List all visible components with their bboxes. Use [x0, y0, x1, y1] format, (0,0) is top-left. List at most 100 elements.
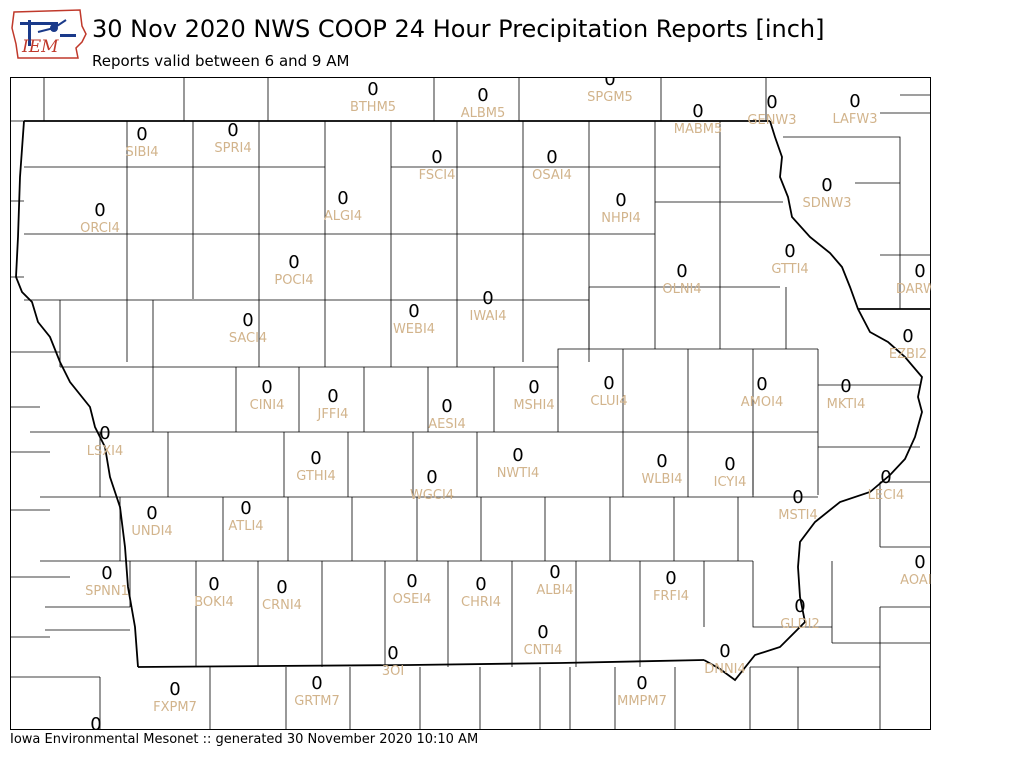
station-id: ORCI4 — [80, 221, 120, 236]
precip-value: 0 — [337, 188, 348, 209]
station-id: CNTI4 — [524, 643, 563, 658]
precip-value: 0 — [240, 498, 251, 519]
precip-value: 0 — [169, 679, 180, 700]
precip-value: 0 — [327, 386, 338, 407]
station-id: MSTI4 — [778, 508, 818, 523]
precip-value: 0 — [636, 673, 647, 694]
precip-value: 0 — [656, 451, 667, 472]
station-id: DARW3 — [896, 282, 931, 297]
station-id: NWTI4 — [497, 466, 540, 481]
station-id: CRNI4 — [262, 598, 302, 613]
station-id: UNDI4 — [131, 524, 172, 539]
station-id: POCI4 — [274, 273, 313, 288]
station-id: ALGI4 — [324, 209, 362, 224]
precip-value: 0 — [880, 467, 891, 488]
precip-value: 0 — [792, 487, 803, 508]
station-id: OLNI4 — [662, 282, 701, 297]
precip-value: 0 — [756, 374, 767, 395]
station-id: IWAI4 — [470, 309, 507, 324]
station-id: WEBI4 — [393, 322, 435, 337]
station-id: BTHM5 — [350, 100, 396, 115]
precip-value: 0 — [482, 288, 493, 309]
station-id: GTTI4 — [771, 262, 808, 277]
precip-value: 0 — [849, 91, 860, 112]
station-id: CINI4 — [250, 398, 285, 413]
precip-value: 0 — [242, 310, 253, 331]
station-id: LAFW3 — [832, 112, 877, 127]
station-id: ALBM5 — [461, 106, 506, 121]
precip-value: 0 — [101, 563, 112, 584]
precip-value: 0 — [426, 467, 437, 488]
station-id: ATLI4 — [228, 519, 263, 534]
station-id: FXPM7 — [153, 700, 197, 715]
county-lines — [10, 77, 931, 730]
precip-value: 0 — [146, 503, 157, 524]
station-id: DNNI4 — [704, 662, 746, 677]
state-lines — [15, 120, 931, 682]
station-id: SDNW3 — [802, 196, 851, 211]
precip-value: 0 — [475, 574, 486, 595]
station-id: LSXI4 — [87, 444, 124, 459]
precip-value: 0 — [615, 190, 626, 211]
station-id: BOKI4 — [194, 595, 234, 610]
precip-value: 0 — [724, 454, 735, 475]
precip-value: 0 — [208, 574, 219, 595]
station-id: OSEI4 — [393, 592, 432, 607]
station-id: 3OI — [382, 664, 404, 679]
station-id: LECI4 — [868, 488, 905, 503]
station-id: MABM5 — [674, 122, 723, 137]
precip-value: 0 — [261, 377, 272, 398]
precipitation-map: 0BTHM50ALBM50SPGM50MABM50GENW30LAFW30SIB… — [10, 77, 931, 730]
precip-value: 0 — [311, 673, 322, 694]
precip-value: 0 — [367, 79, 378, 100]
precip-value: 0 — [766, 92, 777, 113]
precip-value: 0 — [387, 643, 398, 664]
precip-value: 0 — [794, 596, 805, 617]
station-id: AESI4 — [428, 417, 465, 432]
station-marker: 0AOAI2 — [900, 552, 931, 588]
station-layer: 0BTHM50ALBM50SPGM50MABM50GENW30LAFW30SIB… — [80, 77, 931, 730]
station-id: WGCI4 — [410, 488, 454, 503]
precip-value: 0 — [604, 77, 615, 90]
station-id: EZBI2 — [889, 347, 927, 362]
precip-value: 0 — [227, 120, 238, 141]
precip-value: 0 — [821, 175, 832, 196]
station-id: SPNN1 — [85, 584, 129, 599]
precip-value: 0 — [310, 448, 321, 469]
page-title: 30 Nov 2020 NWS COOP 24 Hour Precipitati… — [92, 15, 825, 43]
station-marker: 0DARW3 — [896, 261, 931, 297]
